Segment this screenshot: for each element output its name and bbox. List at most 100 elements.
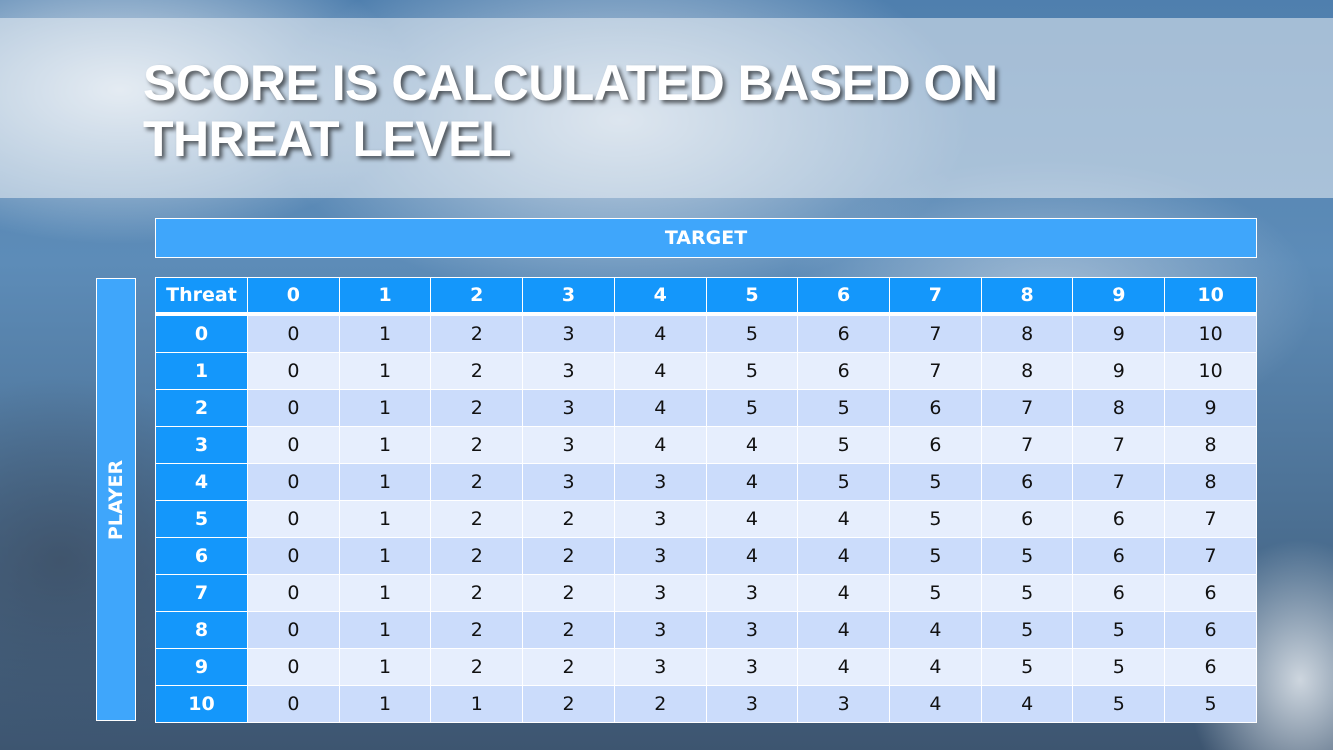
- score-cell: 9: [1072, 352, 1166, 390]
- score-cell: 7: [889, 352, 982, 390]
- score-cell: 6: [980, 463, 1074, 501]
- column-header: 8: [980, 277, 1074, 315]
- score-cell: 5: [889, 500, 982, 538]
- score-cell: 2: [430, 463, 524, 501]
- score-table: Threat 0 1 2 3 4 5 6 7 8 9 10 0 0 1 2 3 4 5 6 7 8 9 10 1 0 1 2 3 4 5…: [155, 277, 1257, 723]
- score-cell: 0: [247, 500, 340, 538]
- score-cell: 1: [338, 426, 432, 464]
- score-cell: 3: [522, 352, 615, 390]
- score-cell: 10: [1164, 352, 1257, 390]
- score-cell: 6: [797, 313, 891, 353]
- score-cell: 1: [430, 685, 524, 723]
- score-cell: 5: [797, 463, 891, 501]
- score-cell: 6: [889, 426, 982, 464]
- column-header: 4: [613, 277, 707, 315]
- score-cell: 4: [613, 352, 707, 390]
- score-cell: 2: [430, 426, 524, 464]
- score-cell: 4: [797, 611, 891, 649]
- score-cell: 1: [338, 574, 432, 612]
- score-cell: 1: [338, 313, 432, 353]
- score-cell: 6: [797, 352, 891, 390]
- score-cell: 6: [1164, 648, 1257, 686]
- column-header: 1: [338, 277, 432, 315]
- score-cell: 1: [338, 463, 432, 501]
- score-cell: 2: [430, 313, 524, 353]
- score-cell: 5: [889, 574, 982, 612]
- score-cell: 3: [522, 313, 615, 353]
- column-header: 10: [1164, 277, 1257, 315]
- score-cell: 0: [247, 463, 340, 501]
- score-cell: 4: [797, 648, 891, 686]
- score-cell: 5: [705, 313, 799, 353]
- score-cell: 3: [705, 648, 799, 686]
- table-row: 1 0 1 2 3 4 5 6 7 8 9 10: [155, 352, 1257, 390]
- row-header: 1: [155, 352, 248, 390]
- score-cell: 2: [430, 611, 524, 649]
- score-cell: 5: [889, 537, 982, 575]
- score-cell: 6: [1072, 537, 1166, 575]
- row-header: 0: [155, 313, 248, 353]
- score-cell: 7: [1164, 500, 1257, 538]
- score-cell: 3: [522, 389, 615, 427]
- score-cell: 2: [430, 389, 524, 427]
- score-cell: 3: [797, 685, 891, 723]
- score-cell: 5: [1072, 685, 1166, 723]
- column-header: 2: [430, 277, 524, 315]
- header-row: Threat 0 1 2 3 4 5 6 7 8 9 10: [155, 277, 1257, 315]
- score-cell: 1: [338, 500, 432, 538]
- score-cell: 3: [613, 463, 707, 501]
- score-cell: 5: [797, 426, 891, 464]
- column-header: 3: [522, 277, 615, 315]
- score-cell: 0: [247, 685, 340, 723]
- score-cell: 2: [430, 574, 524, 612]
- score-cell: 4: [613, 313, 707, 353]
- score-cell: 4: [613, 389, 707, 427]
- score-cell: 5: [980, 648, 1074, 686]
- score-cell: 6: [889, 389, 982, 427]
- score-cell: 5: [980, 574, 1074, 612]
- score-cell: 0: [247, 389, 340, 427]
- corner-cell: Threat: [155, 277, 248, 315]
- row-header: 7: [155, 574, 248, 612]
- score-cell: 2: [430, 648, 524, 686]
- score-cell: 1: [338, 648, 432, 686]
- player-header: PLAYER: [96, 278, 136, 721]
- row-header: 3: [155, 426, 248, 464]
- score-cell: 5: [1164, 685, 1257, 723]
- score-cell: 3: [522, 463, 615, 501]
- score-cell: 2: [522, 537, 615, 575]
- score-cell: 6: [980, 500, 1074, 538]
- row-header: 10: [155, 685, 248, 723]
- score-cell: 4: [705, 426, 799, 464]
- score-cell: 2: [522, 648, 615, 686]
- score-cell: 4: [889, 685, 982, 723]
- score-cell: 3: [705, 574, 799, 612]
- score-cell: 6: [1164, 574, 1257, 612]
- score-cell: 4: [705, 500, 799, 538]
- score-cell: 2: [430, 537, 524, 575]
- score-cell: 4: [889, 648, 982, 686]
- score-cell: 3: [705, 611, 799, 649]
- score-cell: 0: [247, 426, 340, 464]
- score-cell: 0: [247, 537, 340, 575]
- score-cell: 3: [613, 500, 707, 538]
- score-cell: 2: [522, 685, 615, 723]
- score-cell: 6: [1072, 574, 1166, 612]
- score-cell: 2: [522, 611, 615, 649]
- score-cell: 4: [980, 685, 1074, 723]
- score-cell: 2: [613, 685, 707, 723]
- score-cell: 5: [1072, 648, 1166, 686]
- score-cell: 3: [613, 611, 707, 649]
- score-cell: 8: [1072, 389, 1166, 427]
- row-header: 9: [155, 648, 248, 686]
- title-band: [0, 18, 1333, 198]
- row-header: 8: [155, 611, 248, 649]
- table-row: 10 0 1 1 2 2 3 3 4 4 5 5: [155, 685, 1257, 723]
